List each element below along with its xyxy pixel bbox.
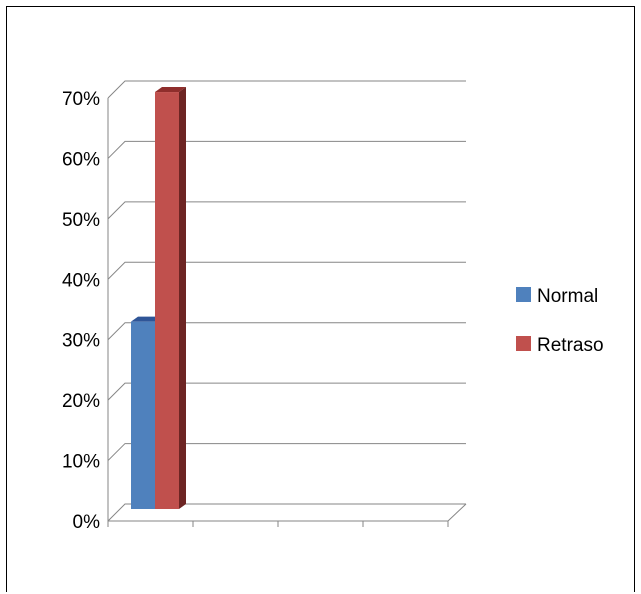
gridline [107, 382, 466, 401]
legend: Normal Retraso [516, 286, 604, 356]
gridline [107, 322, 466, 341]
bar-front [131, 321, 155, 509]
bar-retraso [155, 87, 186, 510]
gridline [107, 201, 466, 220]
gridline [107, 503, 466, 522]
gridline [107, 443, 466, 461]
bar-top [155, 87, 186, 93]
y-tick-label: 0% [73, 512, 101, 533]
y-tick-label: 50% [62, 210, 100, 231]
bar-side [179, 87, 186, 510]
gridline [107, 140, 466, 159]
bars [131, 87, 186, 510]
y-tick-label: 70% [62, 89, 100, 110]
y-axis-ticks: 0% 10% 20% 30% 40% 50% 60% 70% [62, 89, 100, 533]
legend-label-normal: Normal [537, 286, 598, 307]
axes [107, 98, 467, 527]
legend-swatch-retraso [516, 336, 531, 351]
y-tick-label: 20% [62, 391, 100, 412]
legend-swatch-normal [516, 287, 531, 302]
y-tick-label: 10% [62, 452, 100, 473]
floor-side-edge [447, 503, 467, 522]
bar-top [131, 316, 162, 322]
y-tick-label: 60% [62, 149, 100, 170]
gridline [107, 261, 466, 280]
gridline [107, 80, 466, 99]
bar-front [155, 92, 179, 510]
y-tick-label: 30% [62, 331, 100, 352]
y-tick-label: 40% [62, 270, 100, 291]
legend-label-retraso: Retraso [537, 335, 604, 356]
gridlines [107, 80, 466, 522]
